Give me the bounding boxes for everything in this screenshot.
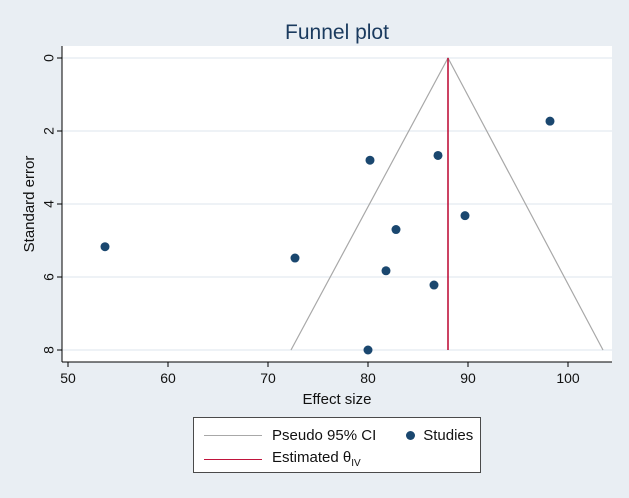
study-point	[100, 242, 110, 252]
chart-title: Funnel plot	[285, 21, 389, 44]
x-axis-title: Effect size	[303, 391, 372, 408]
legend: Pseudo 95% CI Studies Estimated θIV	[193, 417, 481, 473]
legend-row-2: Estimated θIV	[194, 448, 361, 470]
study-point	[363, 345, 373, 355]
study-point	[460, 211, 470, 221]
legend-row-1: Pseudo 95% CI Studies	[194, 424, 473, 446]
study-point	[290, 253, 300, 263]
legend-swatch-ci	[204, 434, 262, 436]
y-tick-label: 2	[41, 127, 57, 135]
study-point	[365, 155, 375, 165]
study-point	[433, 150, 443, 160]
x-tick-label: 80	[360, 370, 376, 386]
y-tick-label: 6	[41, 273, 57, 281]
study-point	[391, 225, 401, 235]
legend-label-estimate-subscript: IV	[351, 458, 361, 469]
x-tick-label: 50	[60, 370, 76, 386]
legend-label-ci: Pseudo 95% CI	[272, 426, 377, 444]
y-tick-label: 4	[41, 200, 57, 208]
y-axis-title: Standard error	[21, 156, 38, 253]
y-tick-label: 0	[41, 54, 57, 62]
legend-label-estimate: Estimated θIV	[272, 449, 361, 469]
y-tick-label: 8	[41, 346, 57, 354]
x-tick-label: 60	[160, 370, 176, 386]
study-point	[429, 280, 439, 290]
study-point	[381, 266, 391, 276]
legend-label-estimate-text: Estimated θ	[272, 449, 352, 466]
legend-swatch-studies	[406, 430, 416, 440]
x-tick-label: 70	[260, 370, 276, 386]
x-tick-label: 90	[460, 370, 476, 386]
study-point	[545, 116, 555, 126]
legend-swatch-estimate	[204, 458, 262, 460]
x-tick-label: 100	[556, 370, 580, 386]
legend-label-studies: Studies	[423, 426, 474, 444]
